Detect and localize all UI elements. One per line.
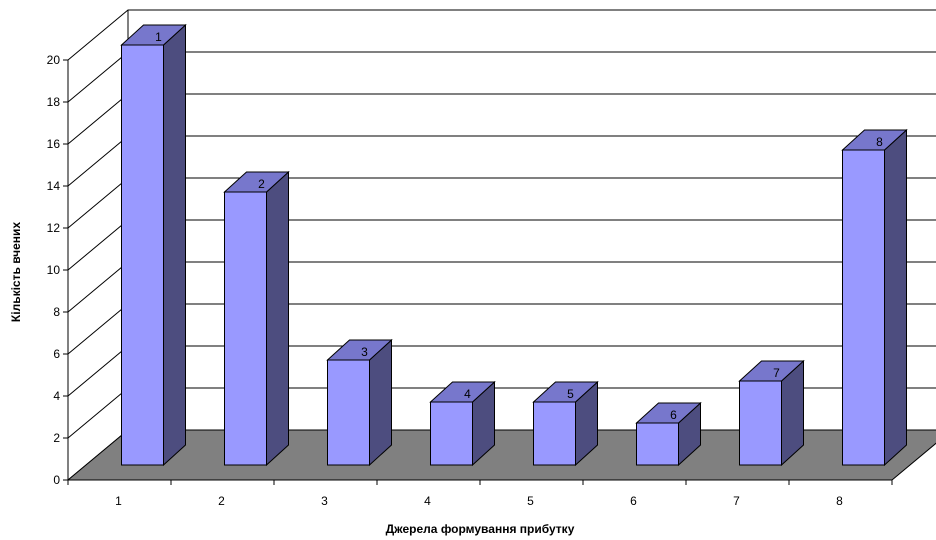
bar-front <box>224 191 267 466</box>
x-tick-label: 1 <box>115 494 122 508</box>
y-tick-label: 2 <box>53 431 60 445</box>
bar-front <box>327 359 370 466</box>
x-tick-label: 6 <box>630 494 637 508</box>
y-tick-label: 14 <box>47 179 61 193</box>
bar <box>532 380 599 467</box>
bar-front <box>121 44 164 466</box>
bar <box>326 338 393 467</box>
x-tick-label: 2 <box>218 494 225 508</box>
x-tick-label: 4 <box>424 494 431 508</box>
x-axis-title: Джерела формування прибутку <box>386 522 575 536</box>
y-tick-label: 6 <box>53 347 60 361</box>
bar <box>223 170 290 467</box>
chart-floor <box>66 429 936 481</box>
bar-front <box>636 422 679 466</box>
bar-front <box>430 401 473 466</box>
data-label: 1 <box>155 30 162 44</box>
y-tick-label: 16 <box>47 137 61 151</box>
data-label: 2 <box>258 177 265 191</box>
y-tick-label: 20 <box>47 53 61 67</box>
y-tick-label: 10 <box>47 263 61 277</box>
bars <box>120 23 908 467</box>
y-tick-labels: 0 2 4 6 8 10 12 14 16 18 20 <box>47 53 61 487</box>
data-label: 6 <box>670 408 677 422</box>
bar-front <box>842 149 885 466</box>
y-tick-label: 0 <box>53 473 60 487</box>
bar-side <box>884 128 907 467</box>
y-tick-label: 12 <box>47 221 61 235</box>
x-tick-label: 8 <box>836 494 843 508</box>
x-tick-label: 3 <box>321 494 328 508</box>
data-label: 4 <box>464 387 471 401</box>
data-label: 3 <box>361 345 368 359</box>
data-label: 8 <box>876 135 883 149</box>
bar-side <box>369 338 392 467</box>
data-labels: 1 2 3 4 5 6 7 8 <box>155 30 883 422</box>
bar <box>429 380 496 467</box>
bar-front <box>739 380 782 466</box>
bar <box>120 23 187 467</box>
x-tick-label: 5 <box>527 494 534 508</box>
bar <box>738 359 805 467</box>
bar <box>841 128 908 467</box>
x-tick-labels: 1 2 3 4 5 6 7 8 <box>115 494 843 508</box>
y-tick-label: 8 <box>53 305 60 319</box>
floor <box>66 429 936 481</box>
bar-front <box>533 401 576 466</box>
data-label: 5 <box>567 387 574 401</box>
x-tick-label: 7 <box>733 494 740 508</box>
axes <box>63 59 893 485</box>
bar-side <box>163 23 186 467</box>
y-tick-label: 18 <box>47 95 61 109</box>
gridlines <box>67 9 936 481</box>
data-label: 7 <box>773 366 780 380</box>
bar <box>635 401 702 467</box>
bar-side <box>266 170 289 467</box>
gridline <box>67 9 936 61</box>
y-axis-title: Кількість вчених <box>9 222 23 322</box>
y-tick-label: 4 <box>53 389 60 403</box>
